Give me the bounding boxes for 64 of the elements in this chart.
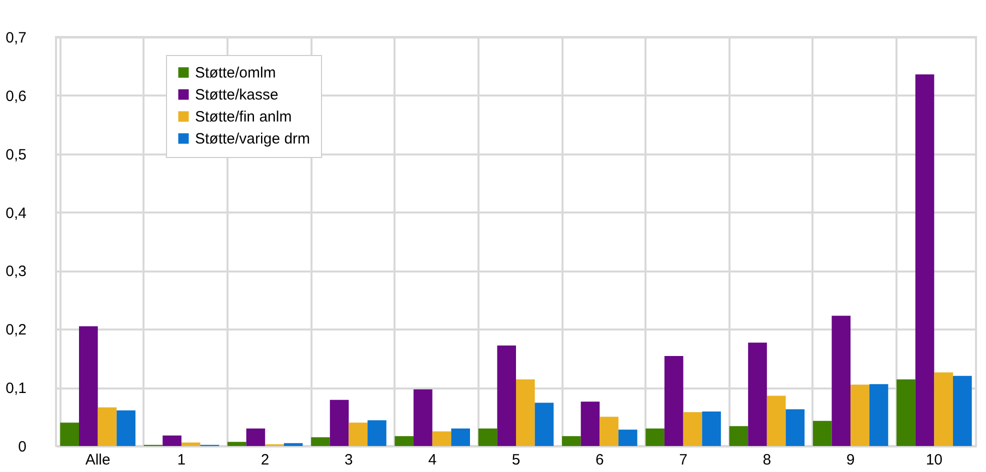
bar bbox=[516, 379, 535, 446]
x-tick-label: 3 bbox=[344, 452, 353, 468]
bar bbox=[162, 435, 182, 446]
bar bbox=[766, 396, 786, 446]
bar bbox=[478, 428, 498, 446]
bar bbox=[850, 384, 870, 446]
bar bbox=[497, 346, 516, 446]
bar bbox=[812, 420, 832, 446]
y-tick-label: 0,2 bbox=[6, 322, 26, 339]
bar bbox=[646, 428, 664, 446]
bar bbox=[414, 389, 432, 446]
bar bbox=[580, 402, 600, 446]
bar bbox=[953, 376, 972, 446]
x-tick-label: 7 bbox=[679, 452, 688, 468]
y-tick-label: 0,6 bbox=[6, 88, 26, 105]
bar bbox=[915, 74, 934, 446]
y-tick-label: 0,3 bbox=[6, 263, 26, 280]
x-tick-label: 5 bbox=[512, 452, 520, 468]
bar bbox=[600, 416, 618, 446]
bar bbox=[534, 402, 554, 446]
legend-label: Støtte/varige drm bbox=[195, 130, 310, 148]
bar bbox=[348, 422, 368, 446]
bar bbox=[79, 326, 98, 446]
bar bbox=[330, 400, 349, 446]
bar bbox=[683, 412, 702, 446]
legend-label: Støtte/omlm bbox=[195, 64, 276, 82]
bar bbox=[246, 428, 266, 446]
x-tick-label: 2 bbox=[260, 452, 270, 468]
bar bbox=[869, 384, 888, 446]
y-tick-label: 0,5 bbox=[6, 146, 26, 164]
x-tick-label: 8 bbox=[762, 452, 772, 468]
bar bbox=[451, 428, 470, 446]
bar bbox=[60, 422, 79, 446]
bar bbox=[748, 342, 767, 446]
bar bbox=[394, 436, 414, 446]
x-tick-label: 6 bbox=[595, 452, 604, 468]
bar bbox=[729, 426, 748, 446]
bar bbox=[227, 442, 246, 446]
x-tick-label: 4 bbox=[428, 452, 437, 468]
x-tick-label: 1 bbox=[177, 452, 186, 468]
bar bbox=[786, 409, 805, 446]
y-tick-label: 0,7 bbox=[6, 30, 26, 46]
bar bbox=[664, 356, 684, 446]
legend-label: Støtte/kasse bbox=[195, 86, 278, 104]
bar bbox=[368, 420, 386, 446]
x-tick-label: 9 bbox=[846, 452, 855, 468]
y-tick-label: 0,4 bbox=[6, 204, 26, 222]
legend-label: Støtte/fin anlm bbox=[195, 108, 292, 126]
x-tick-label: 10 bbox=[926, 452, 943, 468]
bar bbox=[432, 431, 452, 446]
bar bbox=[562, 436, 581, 446]
x-tick-label: Alle bbox=[85, 452, 110, 468]
bar bbox=[934, 372, 953, 446]
bar bbox=[702, 412, 721, 446]
bar bbox=[832, 316, 851, 446]
bar bbox=[181, 442, 200, 446]
bar bbox=[98, 407, 117, 446]
y-tick-label: 0 bbox=[18, 438, 26, 456]
bar bbox=[311, 437, 330, 446]
bar bbox=[116, 410, 136, 446]
bar bbox=[284, 443, 303, 446]
bar bbox=[618, 430, 638, 446]
y-tick-label: 0,1 bbox=[6, 380, 26, 398]
bar bbox=[896, 379, 916, 446]
